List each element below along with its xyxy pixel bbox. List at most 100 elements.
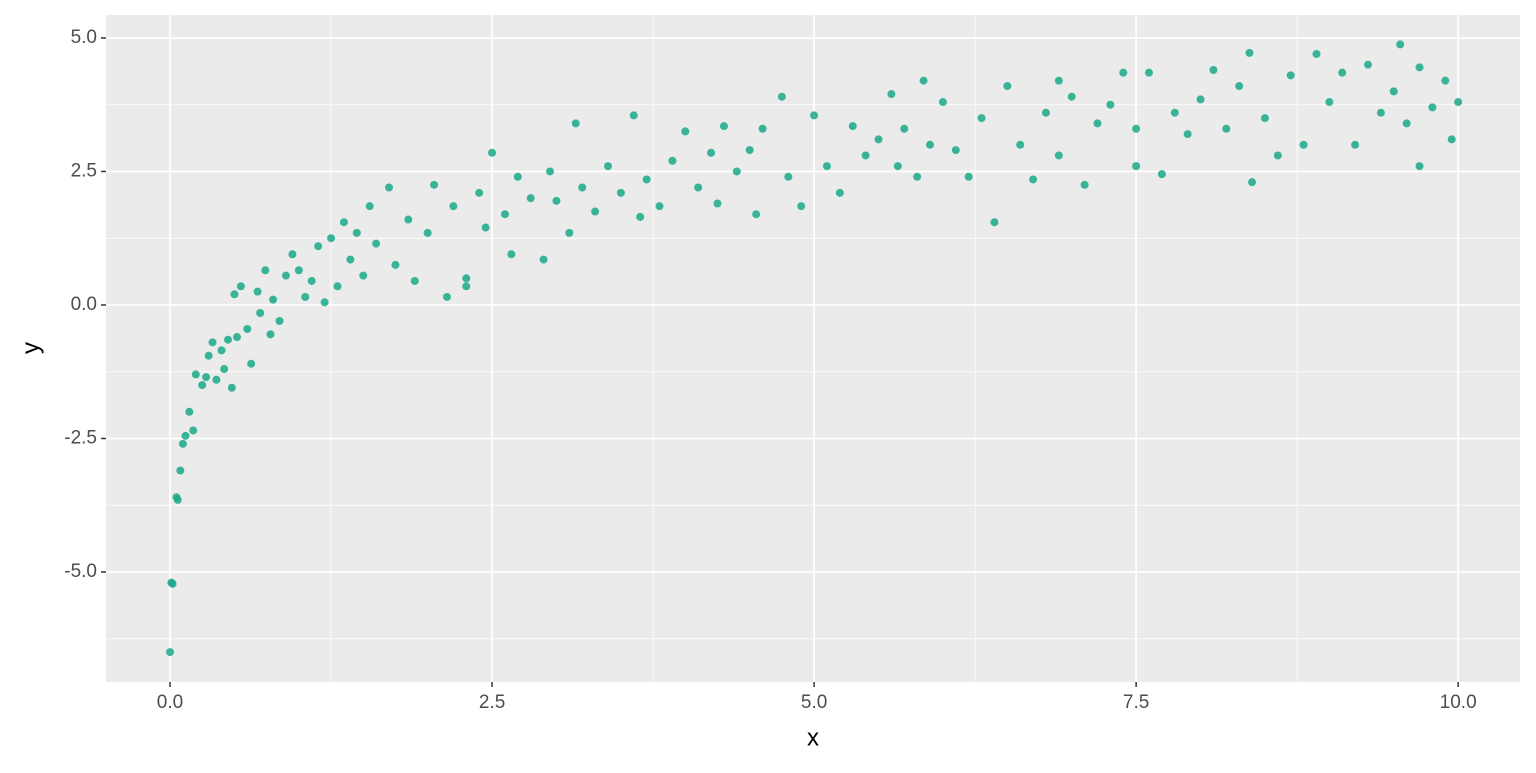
point (810, 111, 819, 120)
point (1389, 87, 1398, 96)
point (1157, 170, 1166, 179)
point (253, 287, 262, 296)
point (281, 271, 290, 280)
point (189, 426, 198, 435)
point (713, 199, 722, 208)
point (269, 295, 278, 304)
y-axis-title: y (17, 342, 44, 354)
point (1260, 114, 1269, 123)
point (1041, 108, 1050, 117)
point (777, 92, 786, 101)
point (185, 407, 194, 416)
y-tick-label: 0.0 (71, 294, 97, 315)
point (1029, 175, 1038, 184)
point (233, 333, 242, 342)
point (307, 276, 316, 285)
point (449, 202, 458, 211)
point (797, 202, 806, 211)
x-tick-label: 7.5 (1123, 692, 1149, 713)
point (1312, 49, 1321, 58)
point (707, 148, 716, 157)
point (1003, 82, 1012, 91)
x-tick-label: 0.0 (157, 692, 183, 713)
point (430, 180, 439, 189)
y-tick-label: -5.0 (64, 561, 97, 582)
y-tick-label: 2.5 (71, 160, 97, 181)
point (1132, 124, 1141, 133)
point (266, 330, 275, 339)
x-tick-label: 5.0 (801, 692, 827, 713)
point (719, 122, 728, 131)
point (301, 292, 310, 301)
point (1093, 119, 1102, 128)
point (176, 466, 185, 475)
point (1196, 95, 1205, 104)
point (919, 76, 928, 85)
point (1415, 162, 1424, 171)
point (346, 255, 355, 264)
point (745, 146, 754, 155)
point (198, 381, 207, 390)
point (423, 228, 432, 237)
point (1235, 82, 1244, 91)
point (208, 338, 217, 347)
point (1338, 68, 1347, 77)
point (655, 202, 664, 211)
point (951, 146, 960, 155)
point (236, 282, 245, 291)
point (488, 148, 497, 157)
point (168, 579, 177, 588)
point (1145, 68, 1154, 77)
point (539, 255, 548, 264)
point (1209, 66, 1218, 75)
point (1170, 108, 1179, 117)
point (1286, 71, 1295, 80)
point (616, 188, 625, 197)
point (462, 282, 471, 291)
point (202, 373, 211, 382)
point (204, 351, 213, 360)
point (1428, 103, 1437, 112)
point (359, 271, 368, 280)
point (1273, 151, 1282, 160)
point (391, 260, 400, 269)
point (181, 431, 190, 440)
point (758, 124, 767, 133)
point (552, 196, 561, 205)
point (848, 122, 857, 131)
point (327, 234, 336, 243)
point (893, 162, 902, 171)
point (784, 172, 793, 181)
point (546, 167, 555, 176)
point (1245, 48, 1254, 57)
point (938, 98, 947, 107)
point (578, 183, 587, 192)
point (513, 172, 522, 181)
point (861, 151, 870, 160)
point (629, 111, 638, 120)
point (1183, 130, 1192, 139)
point (220, 365, 229, 374)
point (365, 202, 374, 211)
point (900, 124, 909, 133)
point (410, 276, 419, 285)
point (1016, 140, 1025, 149)
point (1363, 60, 1372, 69)
point (294, 266, 303, 275)
point (352, 228, 361, 237)
point (668, 156, 677, 165)
point (732, 167, 741, 176)
point (977, 114, 986, 123)
point (1132, 162, 1141, 171)
point (212, 375, 221, 384)
point (404, 215, 413, 224)
point (339, 218, 348, 227)
point (1325, 98, 1334, 107)
point (835, 188, 844, 197)
point (642, 175, 651, 184)
point (372, 239, 381, 248)
point (1054, 76, 1063, 85)
point (261, 266, 270, 275)
point (636, 212, 645, 221)
